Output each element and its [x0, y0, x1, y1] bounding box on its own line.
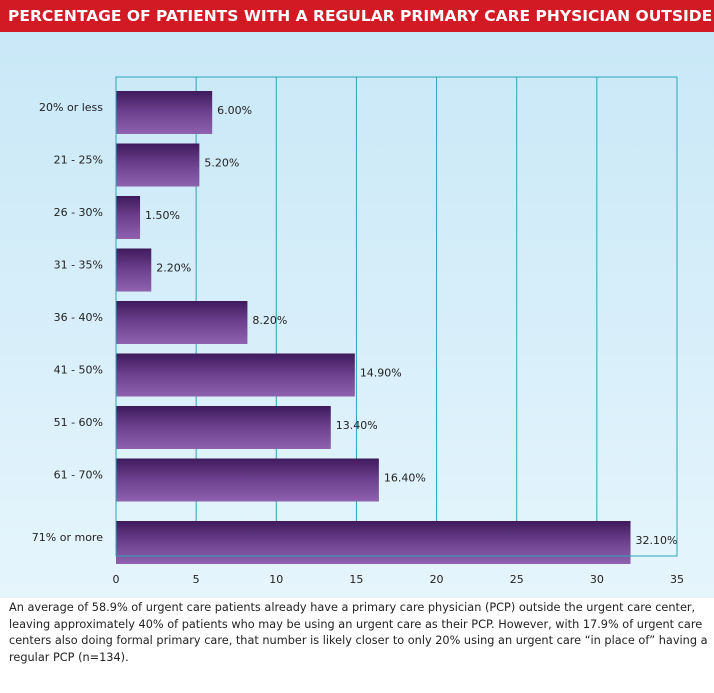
x-tick-labels: 0 5 10 15 20 25 30 35 — [113, 573, 685, 586]
chart-header-title: PERCENTAGE OF PATIENTS WITH A REGULAR PR… — [0, 0, 714, 32]
value-label-2: 1.50% — [145, 209, 180, 222]
value-label-8: 32.10% — [636, 534, 678, 547]
bar-4 — [116, 301, 248, 344]
plot-border — [115, 76, 678, 557]
category-label-1: 21 - 25% — [54, 154, 103, 167]
category-label-3: 31 - 35% — [54, 259, 103, 272]
category-label-6: 51 - 60% — [54, 416, 103, 429]
value-label-7: 16.40% — [384, 472, 426, 485]
category-label-0: 20% or less — [39, 101, 103, 114]
x-tick-label-30: 30 — [590, 573, 604, 586]
chart-caption: An average of 58.9% of urgent care patie… — [9, 601, 708, 664]
value-label-5: 14.90% — [360, 367, 402, 380]
bar-8 — [116, 521, 631, 564]
bar-6 — [116, 406, 331, 449]
bar-1 — [116, 143, 200, 187]
x-tick-label-25: 25 — [510, 573, 524, 586]
bar-5 — [116, 353, 355, 397]
value-label-0: 6.00% — [217, 104, 252, 117]
x-tick-label-10: 10 — [269, 573, 283, 586]
bar-2 — [116, 196, 141, 239]
value-label-3: 2.20% — [156, 262, 191, 275]
x-tick-label-0: 0 — [113, 573, 120, 586]
chart-panel: 6.00% 5.20% 1.50% 2.20% 8.20% 14.90% 13.40% 16.… — [0, 32, 714, 598]
category-label-7: 61 - 70% — [54, 469, 103, 482]
category-label-2: 26 - 30% — [54, 206, 103, 219]
category-labels: 20% or less 21 - 25% 26 - 30% 31 - 35% 36 - … — [32, 101, 103, 544]
x-tick-label-5: 5 — [193, 573, 200, 586]
value-label-4: 8.20% — [252, 314, 287, 327]
bars — [116, 91, 631, 564]
value-label-1: 5.20% — [204, 157, 239, 170]
value-label-6: 13.40% — [336, 419, 378, 432]
x-tick-label-15: 15 — [349, 573, 363, 586]
bar-chart: 6.00% 5.20% 1.50% 2.20% 8.20% 14.90% 13.40% 16.… — [32, 76, 685, 586]
bar-0 — [116, 91, 213, 134]
bar-7 — [116, 458, 379, 502]
category-label-5: 41 - 50% — [54, 364, 103, 377]
x-tick-label-35: 35 — [670, 573, 684, 586]
category-label-4: 36 - 40% — [54, 311, 103, 324]
bar-3 — [116, 248, 152, 292]
x-tick-label-20: 20 — [430, 573, 444, 586]
category-label-8: 71% or more — [32, 531, 103, 544]
value-labels: 6.00% 5.20% 1.50% 2.20% 8.20% 14.90% 13.40% 16.… — [145, 104, 677, 547]
